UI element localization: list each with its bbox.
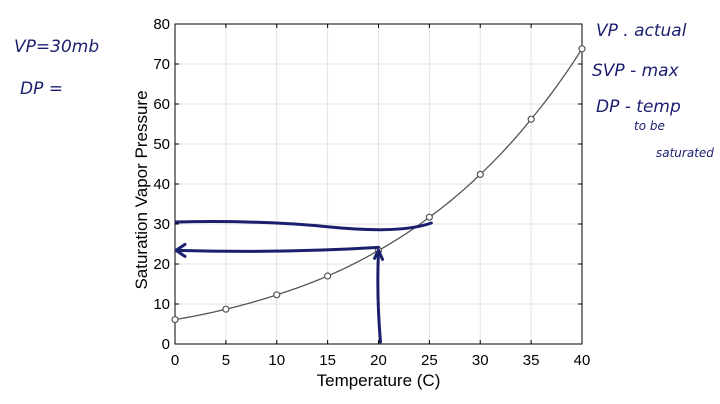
y-tick-label: 50	[153, 136, 170, 153]
data-point	[527, 115, 535, 123]
y-tick-label: 60	[153, 96, 170, 113]
data-point	[171, 316, 179, 324]
x-tick-label: 5	[222, 352, 230, 369]
handwritten-horizontal-arrow-line	[175, 245, 380, 253]
handwritten-vertical-arrow-line	[376, 248, 382, 344]
note-dp-temp: DP - temp	[596, 97, 681, 117]
handwritten-arrowhead-up	[373, 248, 384, 261]
x-tick-label: 40	[574, 352, 591, 369]
y-tick-label: 80	[153, 16, 170, 33]
plot-frame	[174, 23, 583, 345]
x-tick-label: 35	[523, 352, 540, 369]
note-dp-question: DP =	[20, 79, 63, 99]
x-tick-labels: 0 5 10 15 20 25 30 35 40	[171, 352, 591, 369]
data-point	[425, 213, 433, 221]
y-tick-labels: 0 10 20 30 40 50 60 70 80	[153, 16, 170, 353]
data-point	[222, 305, 230, 313]
y-tick-label: 10	[153, 296, 170, 313]
y-axis-label: Saturation Vapor Pressure	[132, 90, 151, 289]
note-vp-actual: VP . actual	[596, 21, 687, 41]
y-tick-label: 30	[153, 216, 170, 233]
y-tick-label: 0	[162, 336, 170, 353]
handwritten-annotations	[174, 220, 433, 344]
y-tick-label: 70	[153, 56, 170, 73]
note-svp-max: SVP - max	[592, 61, 680, 81]
x-tick-label: 30	[472, 352, 489, 369]
x-tick-label: 10	[268, 352, 285, 369]
x-tick-label: 0	[171, 352, 179, 369]
y-tick-label: 20	[153, 256, 170, 273]
note-to-be: to be	[634, 119, 665, 133]
x-tick-label: 20	[370, 352, 387, 369]
data-points	[171, 45, 586, 324]
handwritten-horizontal-line	[174, 220, 433, 232]
data-point	[578, 45, 586, 53]
x-tick-label: 15	[319, 352, 336, 369]
handwritten-arrowhead-left	[174, 242, 187, 258]
y-tick-label: 40	[153, 176, 170, 193]
x-tick-label: 25	[421, 352, 438, 369]
data-point	[273, 291, 281, 299]
x-axis-label: Temperature (C)	[317, 371, 441, 390]
data-point	[324, 272, 332, 280]
note-saturated: saturated	[656, 146, 714, 160]
note-vp-value: VP=30mb	[14, 37, 99, 57]
data-point	[476, 170, 484, 178]
